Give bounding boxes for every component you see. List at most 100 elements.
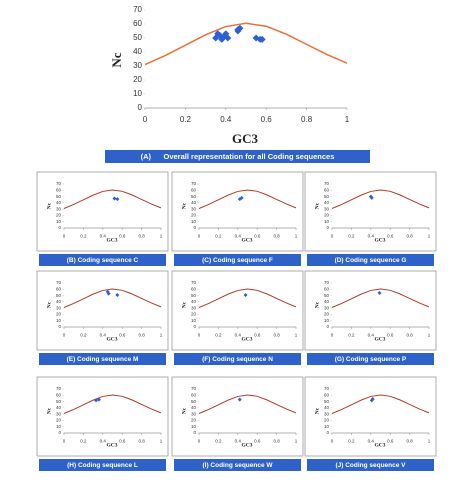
x-tick-label: 1 [295, 234, 298, 239]
x-tick-label: 0.2 [180, 115, 192, 124]
y-tick-label: 0 [138, 103, 143, 112]
data-point [237, 397, 242, 402]
x-tick-label: 0.4 [368, 439, 375, 444]
x-tick-label: 0.8 [406, 333, 413, 338]
caption-bar [307, 459, 434, 471]
x-axis-label: GC3 [375, 237, 386, 243]
panel-frame [36, 270, 169, 351]
y-tick-label: 40 [191, 405, 197, 410]
x-tick-label: 0.4 [368, 333, 375, 338]
data-point [115, 197, 120, 202]
caption: (J) Coding sequence V [335, 462, 406, 469]
expected-curve [331, 288, 430, 308]
y-tick-label: 30 [324, 206, 330, 211]
caption-bar [39, 459, 166, 471]
y-tick-label: 0 [58, 324, 61, 329]
y-tick-label: 20 [56, 418, 62, 423]
y-tick-label: 70 [56, 280, 62, 285]
y-tick-label: 40 [56, 299, 62, 304]
x-tick-label: 0.6 [254, 234, 261, 239]
x-axis-label: GC3 [107, 442, 118, 448]
y-tick-label: 40 [56, 200, 62, 205]
x-tick-label: 0.2 [215, 333, 222, 338]
y-tick-label: 40 [324, 200, 330, 205]
data-point [258, 35, 266, 43]
y-tick-label: 0 [193, 430, 196, 435]
x-tick-label: 1 [428, 439, 431, 444]
caption-bar [174, 254, 301, 266]
data-point [94, 398, 99, 403]
y-tick-label: 30 [191, 411, 197, 416]
data-point [234, 26, 242, 34]
y-tick-label: 40 [324, 299, 330, 304]
expected-curve [331, 189, 430, 209]
x-axis-label: GC3 [375, 442, 386, 448]
x-tick-label: 0.4 [100, 439, 107, 444]
y-tick-label: 70 [324, 181, 330, 186]
panel-frame [171, 270, 304, 351]
y-tick-label: 0 [193, 225, 196, 230]
y-tick-label: 70 [191, 181, 197, 186]
caption: (G) Coding sequence P [335, 356, 407, 363]
panel-frame [304, 171, 437, 252]
y-tick-label: 30 [56, 206, 62, 211]
expected-curve [144, 22, 348, 66]
x-tick-label: 0 [198, 333, 201, 338]
expected-curve [63, 288, 162, 308]
x-tick-label: 0.6 [254, 333, 261, 338]
panel-frame [171, 376, 304, 457]
x-tick-label: 0.2 [215, 234, 222, 239]
y-tick-label: 0 [326, 324, 329, 329]
y-tick-label: 60 [324, 286, 330, 291]
x-tick-label: 1 [345, 115, 350, 124]
caption-bar [174, 459, 301, 471]
y-tick-label: 70 [133, 5, 142, 14]
y-tick-label: 60 [133, 19, 142, 28]
data-point [377, 291, 382, 296]
y-tick-label: 10 [56, 219, 62, 224]
expected-curve [63, 394, 162, 414]
y-axis-label: Nc [181, 301, 187, 308]
y-tick-label: 70 [191, 280, 197, 285]
x-axis-label: GC3 [107, 237, 118, 243]
caption: (H) Coding sequence L [67, 462, 138, 469]
y-tick-label: 20 [324, 418, 330, 423]
y-tick-label: 50 [56, 399, 62, 404]
x-tick-label: 1 [160, 333, 163, 338]
caption: (D) Coding sequence G [335, 257, 407, 264]
y-tick-label: 70 [56, 181, 62, 186]
x-tick-label: 1 [428, 333, 431, 338]
x-tick-label: 0.8 [273, 333, 280, 338]
x-tick-label: 0 [331, 234, 334, 239]
x-tick-label: 0.2 [348, 234, 355, 239]
caption-bar [105, 150, 370, 163]
y-tick-label: 70 [56, 386, 62, 391]
x-tick-label: 0.6 [119, 234, 126, 239]
y-tick-label: 30 [324, 411, 330, 416]
data-point [224, 34, 232, 42]
y-tick-label: 0 [58, 225, 61, 230]
x-tick-label: 0 [143, 115, 148, 124]
x-axis-label: GC3 [375, 336, 386, 342]
y-tick-label: 60 [324, 392, 330, 397]
x-tick-label: 0.6 [387, 234, 394, 239]
caption: (E) Coding sequence M [67, 356, 139, 363]
data-point [112, 196, 117, 201]
y-tick-label: 20 [191, 213, 197, 218]
y-axis-label: Nc [314, 301, 320, 308]
panel-frame [171, 171, 304, 252]
y-tick-label: 60 [56, 392, 62, 397]
x-tick-label: 0.2 [80, 234, 87, 239]
y-tick-label: 30 [56, 411, 62, 416]
caption: (F) Coding sequence N [202, 356, 273, 363]
y-tick-label: 70 [324, 280, 330, 285]
y-tick-label: 20 [324, 213, 330, 218]
x-tick-label: 1 [160, 439, 163, 444]
y-tick-label: 50 [56, 293, 62, 298]
y-tick-label: 10 [56, 424, 62, 429]
data-point [115, 292, 120, 297]
y-tick-label: 60 [56, 286, 62, 291]
x-tick-label: 0 [331, 439, 334, 444]
